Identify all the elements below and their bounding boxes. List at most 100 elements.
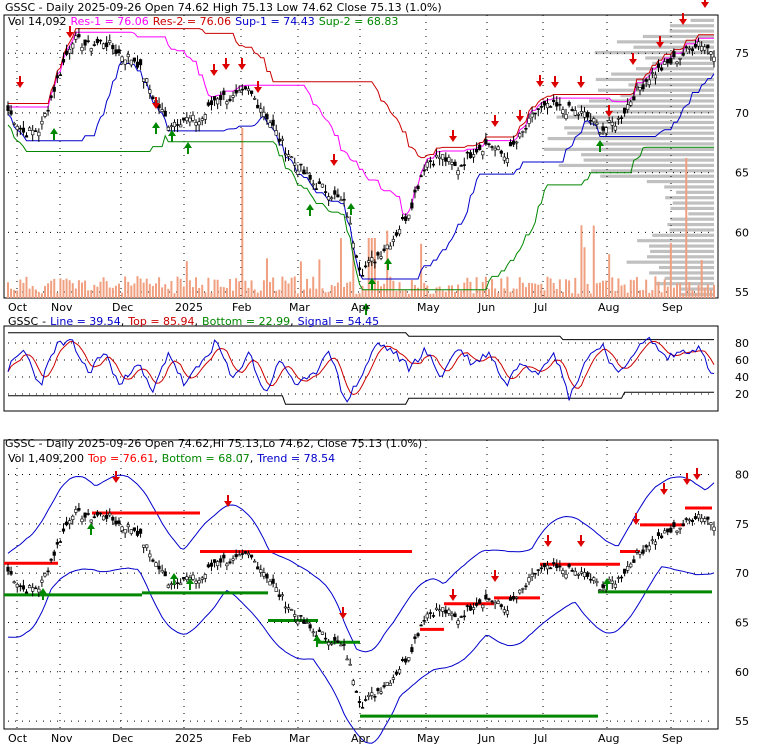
volume-bar bbox=[37, 291, 40, 298]
trend-y-tick-label: 65 bbox=[735, 616, 749, 629]
volume-bar bbox=[626, 292, 629, 298]
trend-candle-body bbox=[502, 609, 506, 613]
candle-body bbox=[394, 232, 399, 236]
candle-body bbox=[348, 222, 352, 225]
volume-bar bbox=[84, 280, 87, 298]
trend-candle-body bbox=[360, 707, 365, 709]
volume-bar bbox=[191, 287, 194, 298]
trend-candle-body bbox=[290, 609, 294, 611]
trend-candle-body bbox=[515, 596, 519, 599]
candle-body bbox=[453, 161, 457, 167]
candle-body bbox=[271, 119, 275, 126]
volume-bar bbox=[494, 288, 497, 298]
candle-body bbox=[385, 244, 389, 250]
candle-body bbox=[259, 108, 263, 113]
volume-bar bbox=[709, 289, 712, 298]
candle-body bbox=[484, 139, 488, 145]
candle-body bbox=[438, 156, 442, 159]
volume-bar bbox=[130, 285, 133, 298]
candle-body bbox=[419, 175, 423, 177]
candle-body bbox=[644, 79, 648, 82]
candle-body bbox=[684, 46, 688, 49]
volume-bar bbox=[491, 279, 494, 298]
trend-candle-body bbox=[354, 690, 358, 693]
candle-body bbox=[681, 52, 685, 56]
volume-bar bbox=[59, 278, 62, 298]
trend-candle-body bbox=[638, 551, 642, 555]
candle-body bbox=[98, 39, 103, 42]
volume-bar bbox=[299, 261, 302, 298]
stoch-line: Line = 39.54 bbox=[50, 315, 121, 328]
price-header-text: - Daily 2025-09-26 Open 74.62 High 75.13… bbox=[35, 1, 441, 14]
candle-body bbox=[228, 98, 232, 101]
trend-candle-body bbox=[179, 582, 183, 586]
candle-body bbox=[567, 102, 571, 106]
trend-candle-body bbox=[561, 570, 565, 574]
price-x-tick-label: Aug bbox=[598, 301, 619, 314]
volume-bar bbox=[145, 278, 148, 298]
trend-sell-arrow-head bbox=[449, 595, 457, 601]
trend-candle-body bbox=[484, 594, 488, 600]
volume-bar bbox=[697, 285, 700, 298]
candle-body bbox=[61, 59, 66, 63]
candle-body bbox=[123, 59, 127, 65]
volume-bar bbox=[577, 293, 580, 298]
candle-body bbox=[589, 119, 593, 122]
candle-body bbox=[9, 110, 13, 115]
candle-body bbox=[129, 59, 133, 66]
volume-profile-bar bbox=[688, 212, 714, 216]
trend-candle-body bbox=[74, 509, 78, 513]
trend-candle-body bbox=[283, 606, 288, 609]
trend-y-tick-label: 80 bbox=[735, 469, 749, 482]
trend-candle-body bbox=[108, 513, 112, 516]
volume-bar bbox=[685, 158, 688, 298]
candle-body bbox=[672, 51, 676, 58]
volume-bar bbox=[269, 282, 272, 298]
candle-body bbox=[545, 103, 550, 109]
trend-candle-body bbox=[499, 604, 503, 607]
volume-bar bbox=[176, 276, 179, 298]
trend-candle-body bbox=[478, 599, 482, 604]
candle-body bbox=[622, 107, 627, 114]
candle-body bbox=[308, 174, 312, 180]
volume-bar bbox=[700, 260, 703, 298]
candle-body bbox=[641, 84, 645, 90]
volume-bar bbox=[666, 286, 669, 298]
price-panel: 75 70 65 60 55 Oct Nov Dec 2025 Feb Mar Apr May Jun J… bbox=[3, 0, 749, 315]
trend-candle-body bbox=[536, 569, 540, 571]
candle-body bbox=[333, 190, 337, 195]
candle-body bbox=[92, 44, 96, 46]
volume-bar bbox=[315, 288, 318, 298]
volume-bar bbox=[417, 287, 420, 298]
candle-body bbox=[209, 100, 214, 106]
volume-bar bbox=[225, 287, 228, 298]
candle-body bbox=[31, 130, 35, 136]
candle-body bbox=[108, 40, 112, 43]
volume-bar bbox=[558, 279, 561, 298]
candle-body bbox=[71, 43, 75, 49]
candle-body bbox=[95, 38, 100, 44]
trend-candle-body bbox=[18, 585, 22, 588]
volume-profile-bar bbox=[664, 185, 714, 189]
trend-candle-body bbox=[542, 563, 547, 568]
volume-bar bbox=[195, 277, 198, 298]
volume-profile-bar bbox=[628, 83, 714, 87]
volume-bar bbox=[306, 278, 309, 298]
trend-candle-body bbox=[15, 583, 19, 588]
candle-body bbox=[138, 59, 143, 66]
volume-bar bbox=[127, 281, 130, 298]
trend-candle-body bbox=[641, 549, 645, 554]
trend-candle-body bbox=[527, 577, 531, 583]
trend-candle-body bbox=[228, 561, 232, 564]
trend-candle-body bbox=[268, 580, 272, 586]
trend-candle-body bbox=[693, 516, 698, 520]
volume-bar bbox=[31, 285, 34, 298]
volume-bar bbox=[16, 290, 19, 298]
candle-body bbox=[126, 54, 130, 58]
candle-body bbox=[240, 88, 244, 91]
volume-bar bbox=[185, 261, 188, 298]
volume-bar bbox=[648, 292, 651, 298]
candle-body bbox=[360, 275, 365, 277]
volume-bar bbox=[389, 276, 392, 298]
